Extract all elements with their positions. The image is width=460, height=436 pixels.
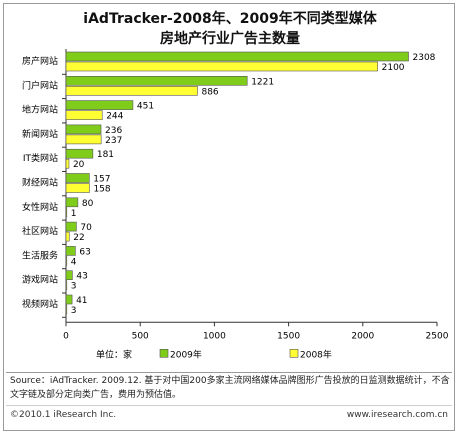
data-label: 236 [105, 126, 122, 136]
legend-label: 2009年 [170, 348, 202, 360]
bar-2008 [65, 61, 378, 72]
data-label: 63 [79, 247, 90, 257]
x-tick-label: 0 [63, 331, 69, 341]
x-tick-label: 2000 [351, 331, 374, 341]
bar-2009 [65, 294, 73, 305]
category-label: 女性网站 [22, 201, 58, 213]
bar-2008 [65, 86, 198, 96]
category-label: 游戏网站 [22, 274, 58, 286]
data-label: 237 [105, 136, 122, 146]
source-note: Source：iAdTracker. 2009.12. 基于对中国200多家主流… [10, 376, 450, 400]
bar-2009 [65, 270, 73, 281]
category-label: 财经网站 [22, 177, 58, 189]
bar-2008 [65, 280, 68, 291]
category-label: 新闻网站 [22, 128, 58, 140]
data-label: 80 [82, 199, 94, 209]
website: www.iresearch.com.cn [346, 410, 448, 420]
bar-2008 [65, 256, 68, 266]
bar-2009 [65, 76, 248, 86]
bar-2009 [65, 173, 90, 183]
data-label: 20 [73, 160, 85, 170]
data-label: 70 [80, 223, 92, 233]
bar-2009 [65, 124, 102, 135]
bar-2009 [65, 148, 94, 159]
category-label: 社区网站 [22, 225, 58, 237]
data-label: 43 [76, 272, 87, 282]
data-label: 1 [71, 209, 77, 219]
bar-2008 [65, 207, 68, 218]
data-label: 3 [71, 282, 77, 292]
category-label: 生活服务 [22, 249, 58, 261]
data-label: 181 [97, 150, 114, 160]
data-label: 1221 [251, 77, 274, 87]
chart-title: iAdTracker-2008年、2009年不同类型媒体 [83, 11, 377, 27]
divider-line-2 [6, 405, 452, 406]
data-label: 886 [201, 87, 218, 97]
copyright: ©2010.1 iResearch Inc. [10, 410, 117, 420]
legend-label: 2008年 [300, 348, 332, 360]
category-label: IT类网站 [23, 152, 58, 164]
x-tick-label: 1500 [277, 331, 300, 341]
bar-2009 [65, 100, 134, 110]
legend-swatch [159, 348, 169, 358]
category-label: 门户网站 [22, 79, 58, 91]
bar-2008 [65, 304, 68, 315]
data-label: 157 [93, 175, 110, 185]
data-label: 4 [71, 257, 77, 267]
unit-label: 单位：家 [96, 348, 132, 360]
data-label: 2100 [382, 63, 405, 73]
category-label: 视频网站 [22, 298, 58, 310]
bar-2009 [65, 221, 77, 232]
bar-chart: 房产网站 2308 2100 门户网站 1221 886 地方网站 451 244 新闻网站 236… [22, 49, 449, 360]
bar-2008 [65, 183, 90, 193]
x-tick-label: 500 [132, 331, 149, 341]
chart-frame [3, 3, 455, 431]
x-tick-label: 1000 [203, 331, 226, 341]
data-label: 451 [137, 102, 154, 112]
bar-2008 [65, 134, 102, 145]
bar-2008 [65, 231, 70, 242]
category-label: 房产网站 [22, 55, 58, 67]
data-label: 2308 [413, 53, 436, 63]
data-label: 3 [71, 306, 77, 316]
chart-subtitle: 房地产行业广告主数量 [160, 31, 300, 47]
legend-swatch [289, 348, 299, 358]
data-label: 244 [106, 112, 123, 122]
divider-line [6, 372, 452, 373]
bar-2009 [65, 51, 409, 62]
bar-2008 [65, 110, 103, 120]
data-label: 22 [73, 233, 84, 243]
data-label: 158 [93, 185, 110, 195]
bar-2009 [65, 197, 79, 208]
bar-2009 [65, 246, 76, 256]
data-label: 41 [76, 296, 87, 306]
x-tick-label: 2500 [426, 331, 449, 341]
category-label: 地方网站 [22, 104, 58, 116]
bar-2008 [65, 158, 70, 169]
